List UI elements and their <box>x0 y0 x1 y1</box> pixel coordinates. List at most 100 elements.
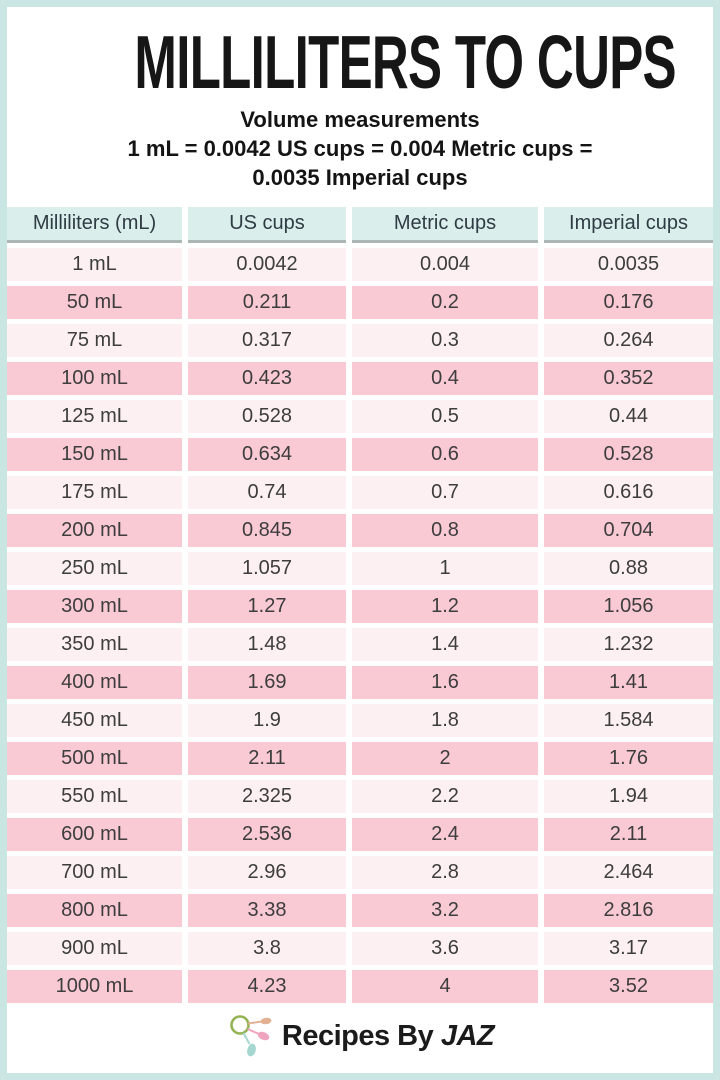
table-cell: 1.69 <box>188 666 346 699</box>
row-label: 150 mL <box>7 438 182 471</box>
table-cell: 2.96 <box>188 856 346 889</box>
row-label: 125 mL <box>7 400 182 433</box>
subtitle-block: Volume measurements 1 mL = 0.0042 US cup… <box>7 105 713 192</box>
table-cell: 0.0035 <box>544 248 713 281</box>
table-cell: 1.94 <box>544 780 713 813</box>
column-header-metric-cups: Metric cups <box>352 207 538 243</box>
table-cell: 1.41 <box>544 666 713 699</box>
table-cell: 3.17 <box>544 932 713 965</box>
table-cell: 0.88 <box>544 552 713 585</box>
row-label: 600 mL <box>7 818 182 851</box>
table-cell: 1.057 <box>188 552 346 585</box>
row-label: 1 mL <box>7 248 182 281</box>
row-label: 550 mL <box>7 780 182 813</box>
row-label: 900 mL <box>7 932 182 965</box>
row-label: 50 mL <box>7 286 182 319</box>
subtitle-text: Volume measurements <box>240 107 480 132</box>
table-cell: 3.6 <box>352 932 538 965</box>
table-cell: 1.056 <box>544 590 713 623</box>
table-row: 100 mL 0.423 0.4 0.352 <box>7 362 713 395</box>
table-row: 125 mL 0.528 0.5 0.44 <box>7 400 713 433</box>
table-row: 700 mL 2.96 2.8 2.464 <box>7 856 713 889</box>
row-label: 1000 mL <box>7 970 182 1003</box>
row-label: 500 mL <box>7 742 182 775</box>
row-label: 450 mL <box>7 704 182 737</box>
table-cell: 0.704 <box>544 514 713 547</box>
table-cell: 1.4 <box>352 628 538 661</box>
table-row: 1000 mL 4.23 4 3.52 <box>7 970 713 1003</box>
table-cell: 0.211 <box>188 286 346 319</box>
table-cell: 3.2 <box>352 894 538 927</box>
footer-brand: Recipes By JAZ <box>7 1012 713 1060</box>
brand-prefix: Recipes By <box>281 1019 441 1052</box>
table-cell: 2.536 <box>188 818 346 851</box>
title-area: MILLILITERS TO CUPS <box>7 20 713 104</box>
table-cell: 1.584 <box>544 704 713 737</box>
table-row: 600 mL 2.536 2.4 2.11 <box>7 818 713 851</box>
table-cell: 1.8 <box>352 704 538 737</box>
brand-text: Recipes By JAZ <box>281 1019 495 1053</box>
table-cell: 2.4 <box>352 818 538 851</box>
table-cell: 2.8 <box>352 856 538 889</box>
table-cell: 0.528 <box>188 400 346 433</box>
table-cell: 0.634 <box>188 438 346 471</box>
measuring-spoons-icon <box>230 1015 272 1057</box>
table-row: 175 mL 0.74 0.7 0.616 <box>7 476 713 509</box>
table-cell: 0.8 <box>352 514 538 547</box>
table-cell: 0.264 <box>544 324 713 357</box>
row-label: 300 mL <box>7 590 182 623</box>
table-cell: 0.7 <box>352 476 538 509</box>
table-cell: 4 <box>352 970 538 1003</box>
table-cell: 3.52 <box>544 970 713 1003</box>
table-cell: 2.325 <box>188 780 346 813</box>
conversion-table: Milliliters (mL) US cups Metric cups Imp… <box>7 207 713 1003</box>
table-cell: 0.3 <box>352 324 538 357</box>
table-cell: 1 <box>352 552 538 585</box>
table-cell: 0.845 <box>188 514 346 547</box>
table-row: 75 mL 0.317 0.3 0.264 <box>7 324 713 357</box>
table-cell: 0.6 <box>352 438 538 471</box>
table-cell: 2.11 <box>188 742 346 775</box>
row-label: 250 mL <box>7 552 182 585</box>
table-row: 800 mL 3.38 3.2 2.816 <box>7 894 713 927</box>
table-cell: 1.9 <box>188 704 346 737</box>
row-label: 75 mL <box>7 324 182 357</box>
table-row: 500 mL 2.11 2 1.76 <box>7 742 713 775</box>
row-label: 200 mL <box>7 514 182 547</box>
table-cell: 1.48 <box>188 628 346 661</box>
row-label: 100 mL <box>7 362 182 395</box>
table-cell: 0.317 <box>188 324 346 357</box>
conversion-formula-line2: 0.0035 Imperial cups <box>252 165 468 190</box>
table-row: 350 mL 1.48 1.4 1.232 <box>7 628 713 661</box>
table-cell: 1.6 <box>352 666 538 699</box>
conversion-formula-line1: 1 mL = 0.0042 US cups = 0.004 Metric cup… <box>127 136 593 161</box>
row-label: 175 mL <box>7 476 182 509</box>
page-title: MILLILITERS TO CUPS <box>134 20 676 104</box>
table-row: 400 mL 1.69 1.6 1.41 <box>7 666 713 699</box>
table-cell: 2.816 <box>544 894 713 927</box>
table-cell: 0.2 <box>352 286 538 319</box>
table-cell: 2 <box>352 742 538 775</box>
row-label: 400 mL <box>7 666 182 699</box>
table-row: 200 mL 0.845 0.8 0.704 <box>7 514 713 547</box>
table-row: 450 mL 1.9 1.8 1.584 <box>7 704 713 737</box>
table-cell: 4.23 <box>188 970 346 1003</box>
row-label: 700 mL <box>7 856 182 889</box>
table-row: 550 mL 2.325 2.2 1.94 <box>7 780 713 813</box>
table-cell: 1.232 <box>544 628 713 661</box>
table-body: 1 mL 0.0042 0.004 0.0035 50 mL 0.211 0.2 0.176 7… <box>7 248 713 1003</box>
table-cell: 0.352 <box>544 362 713 395</box>
table-cell: 0.0042 <box>188 248 346 281</box>
table-cell: 0.74 <box>188 476 346 509</box>
table-cell: 3.8 <box>188 932 346 965</box>
row-label: 350 mL <box>7 628 182 661</box>
table-cell: 2.2 <box>352 780 538 813</box>
table-row: 1 mL 0.0042 0.004 0.0035 <box>7 248 713 281</box>
table-row: 900 mL 3.8 3.6 3.17 <box>7 932 713 965</box>
table-header-row: Milliliters (mL) US cups Metric cups Imp… <box>7 207 713 243</box>
column-header-imperial-cups: Imperial cups <box>544 207 713 243</box>
table-cell: 3.38 <box>188 894 346 927</box>
table-cell: 0.5 <box>352 400 538 433</box>
table-cell: 0.4 <box>352 362 538 395</box>
